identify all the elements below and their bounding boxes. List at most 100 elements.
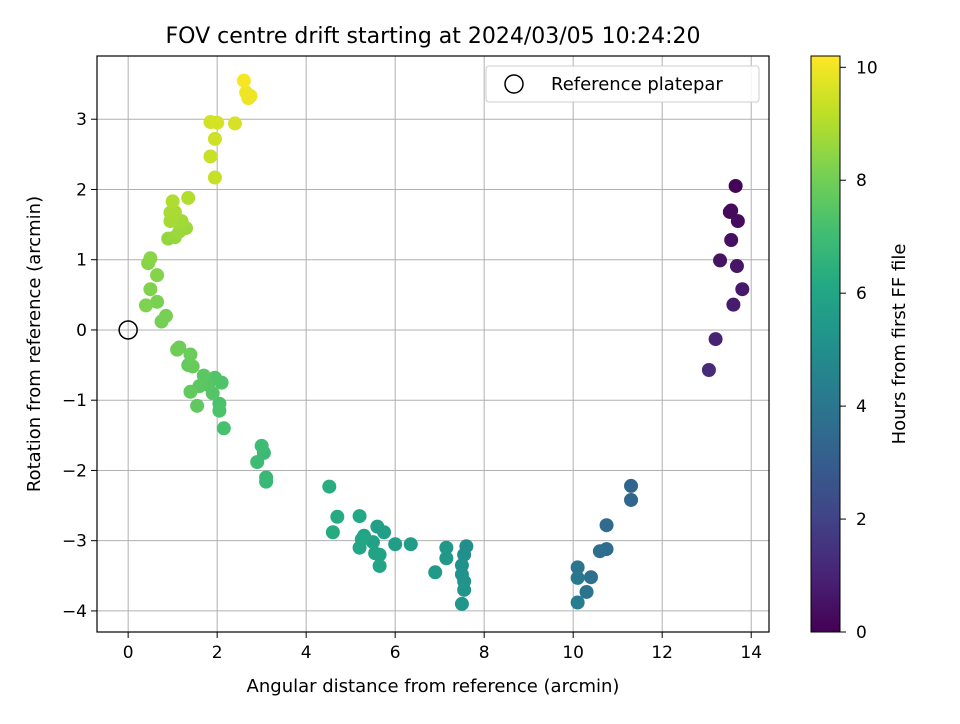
- data-point: [322, 479, 337, 494]
- data-point: [370, 519, 385, 534]
- data-point: [388, 537, 403, 552]
- colorbar-tick-label: 2: [856, 510, 867, 530]
- data-point: [372, 558, 387, 573]
- data-point: [325, 525, 340, 540]
- data-point: [624, 478, 639, 493]
- data-point: [708, 332, 723, 347]
- colorbar-tick-label: 8: [856, 171, 867, 191]
- x-tick-label: 8: [479, 643, 490, 663]
- data-point: [196, 368, 211, 383]
- x-tick-label: 6: [390, 643, 401, 663]
- data-point: [183, 347, 198, 362]
- y-tick-label: −2: [62, 461, 87, 481]
- y-axis-ticks: −4 −3 −2 −1 0 1 2 3: [62, 110, 97, 622]
- data-point: [143, 251, 158, 266]
- data-point: [165, 194, 180, 209]
- reference-marker: [118, 320, 138, 340]
- data-point: [203, 149, 218, 164]
- data-point: [599, 518, 614, 533]
- data-point: [250, 455, 265, 470]
- x-tick-label: 2: [212, 643, 223, 663]
- x-tick-label: 0: [123, 643, 134, 663]
- data-point: [167, 204, 182, 219]
- data-point: [259, 474, 274, 489]
- data-point: [254, 438, 269, 453]
- data-point: [150, 294, 165, 309]
- x-axis-label: Angular distance from reference (arcmin): [247, 676, 620, 697]
- y-tick-label: 1: [76, 251, 87, 271]
- y-tick-label: −3: [62, 532, 87, 552]
- data-point: [181, 190, 196, 205]
- data-points: [138, 73, 750, 611]
- data-point: [330, 509, 345, 524]
- x-tick-label: 10: [562, 643, 584, 663]
- data-point: [190, 398, 205, 413]
- data-point: [454, 596, 469, 611]
- data-point: [624, 492, 639, 507]
- data-point: [439, 551, 454, 566]
- y-tick-label: 2: [76, 180, 87, 200]
- y-tick-label: −1: [62, 391, 87, 411]
- data-point: [150, 268, 165, 283]
- data-point: [729, 259, 744, 274]
- legend-marker: [504, 74, 524, 94]
- data-point: [352, 509, 367, 524]
- colorbar-tick-label: 0: [856, 623, 867, 643]
- data-point: [138, 298, 153, 313]
- data-point: [352, 540, 367, 555]
- chart-title: FOV centre drift starting at 2024/03/05 …: [166, 24, 701, 49]
- x-tick-label: 12: [651, 643, 673, 663]
- data-point: [158, 308, 173, 323]
- data-point: [183, 384, 198, 399]
- data-point: [592, 544, 607, 559]
- legend-label: Reference platepar: [551, 74, 723, 95]
- data-point: [207, 170, 222, 185]
- data-point: [428, 565, 443, 580]
- data-point: [403, 537, 418, 552]
- y-tick-label: −4: [62, 602, 87, 622]
- data-point: [170, 342, 185, 357]
- data-point: [728, 178, 743, 193]
- data-point: [570, 595, 585, 610]
- colorbar-tick-label: 4: [856, 397, 867, 417]
- data-point: [372, 547, 387, 562]
- colorbar-tick-label: 6: [856, 284, 867, 304]
- data-point: [212, 403, 227, 418]
- x-tick-label: 4: [301, 643, 312, 663]
- y-axis-label: Rotation from reference (arcmin): [24, 196, 45, 492]
- data-point: [216, 421, 231, 436]
- colorbar: [810, 55, 841, 633]
- data-point: [701, 362, 716, 377]
- data-point: [227, 116, 242, 131]
- data-point: [735, 282, 750, 297]
- colorbar-label: Hours from first FF file: [889, 244, 910, 445]
- data-point: [210, 115, 225, 130]
- data-point: [439, 540, 454, 555]
- grid-lines: [97, 56, 769, 632]
- y-tick-label: 3: [76, 110, 87, 130]
- data-point: [724, 233, 739, 248]
- data-point: [713, 253, 728, 268]
- data-point: [185, 359, 200, 374]
- data-point: [143, 282, 158, 297]
- data-point: [570, 570, 585, 585]
- data-point: [457, 582, 472, 597]
- data-point: [239, 85, 254, 100]
- data-point: [570, 560, 585, 575]
- data-point: [457, 547, 472, 562]
- colorbar-tick-label: 10: [856, 58, 878, 78]
- x-axis-ticks: 0 2 4 6 8 10 12 14: [123, 632, 762, 663]
- data-point: [724, 203, 739, 218]
- data-point: [236, 73, 251, 88]
- data-point: [583, 570, 598, 585]
- data-point: [730, 214, 745, 229]
- data-point: [579, 584, 594, 599]
- x-tick-label: 14: [740, 643, 762, 663]
- plot-frame: [96, 55, 770, 633]
- y-tick-label: 0: [76, 321, 87, 341]
- data-point: [207, 131, 222, 146]
- data-point: [726, 297, 741, 312]
- colorbar-ticks: 0 2 4 6 8 10: [840, 58, 878, 643]
- legend: Reference platepar: [485, 65, 760, 103]
